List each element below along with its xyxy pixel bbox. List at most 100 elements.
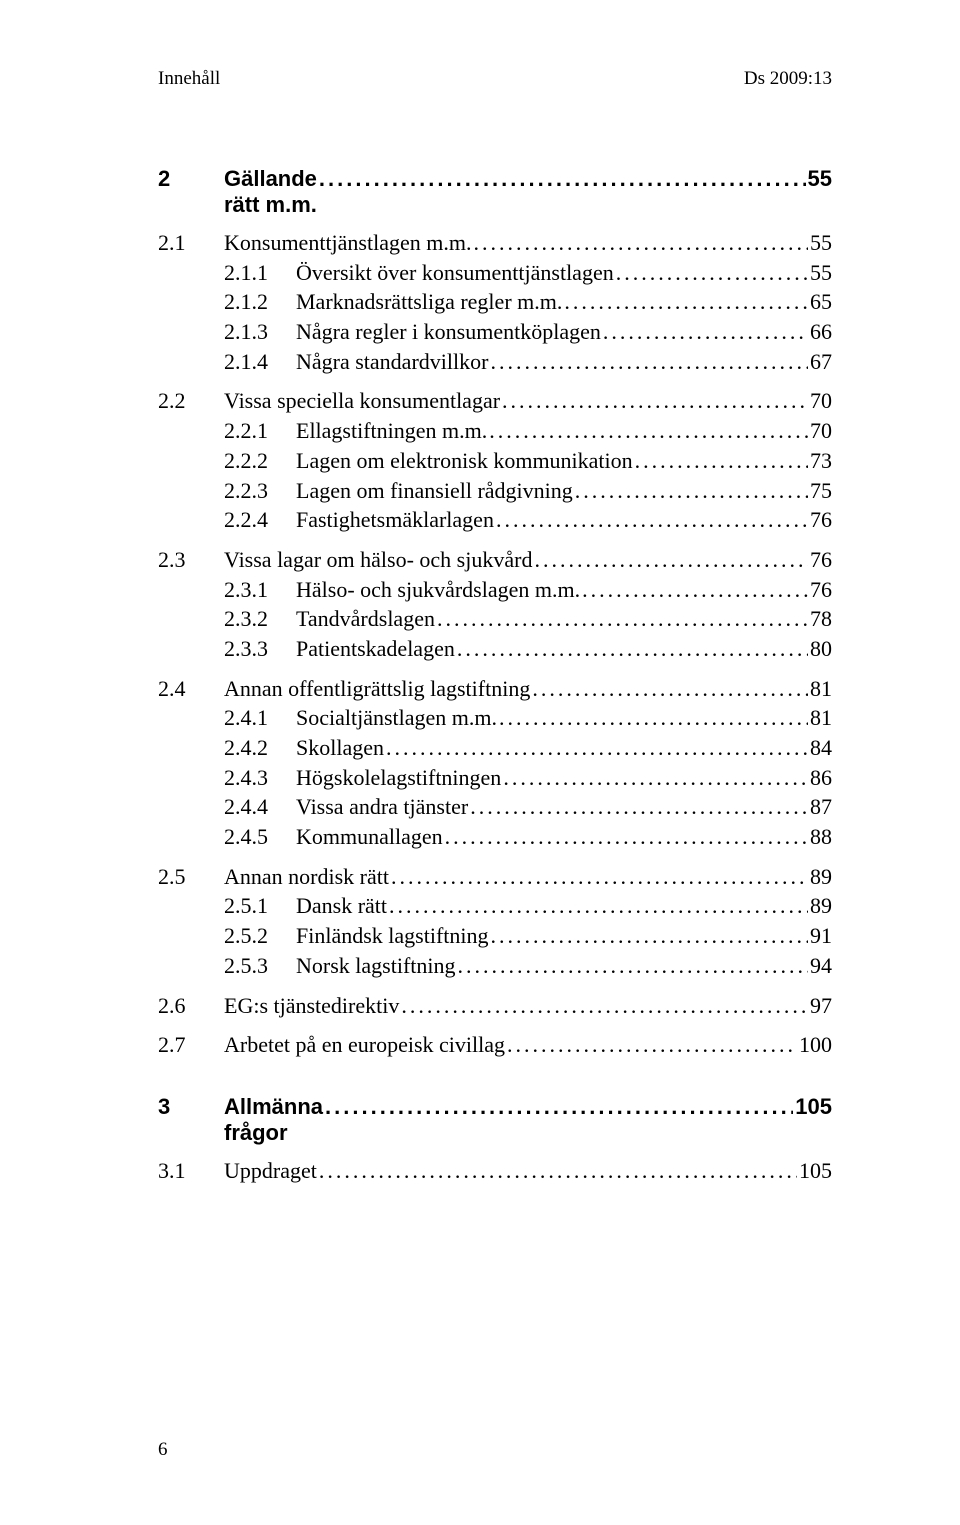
- toc-number: 2.4.1: [224, 703, 296, 733]
- toc-gap: [158, 981, 832, 991]
- toc-title: Högskolelagstiftningen: [296, 763, 501, 793]
- toc-leader: [603, 317, 808, 347]
- toc-page: 94: [810, 951, 832, 981]
- toc-section: 3.1Uppdraget105: [158, 1156, 832, 1186]
- toc-title: Marknadsrättsliga regler m.m.: [296, 287, 562, 317]
- toc-section: 2.2Vissa speciella konsumentlagar 70: [158, 386, 832, 416]
- toc-leader: [490, 347, 808, 377]
- toc-title: Gällande rätt m.m.: [224, 166, 317, 218]
- toc-gap: [158, 1020, 832, 1030]
- toc-title: Finländsk lagstiftning: [296, 921, 489, 951]
- toc-subsection: 2.4.4Vissa andra tjänster87: [158, 792, 832, 822]
- toc-leader: [534, 545, 808, 575]
- toc-page: 76: [810, 505, 832, 535]
- toc-subsection: 2.2.3Lagen om finansiell rådgivning75: [158, 476, 832, 506]
- toc-title: Lagen om elektronisk kommunikation: [296, 446, 633, 476]
- toc-section: 2.4Annan offentligrättslig lagstiftning8…: [158, 674, 832, 704]
- toc-chapter: 2Gällande rätt m.m. 55: [158, 166, 832, 218]
- toc-page: 70: [810, 386, 832, 416]
- toc-number: 2.3.2: [224, 604, 296, 634]
- toc-title: Tandvårdslagen: [296, 604, 435, 634]
- toc-leader: [496, 505, 808, 535]
- toc-subsection: 2.3.1Hälso- och sjukvårdslagen m.m.76: [158, 575, 832, 605]
- toc-gap: [158, 852, 832, 862]
- toc-title: Lagen om finansiell rådgivning: [296, 476, 573, 506]
- toc-title: Vissa andra tjänster: [296, 792, 468, 822]
- toc-leader: [401, 991, 808, 1021]
- toc-number: 2.1.3: [224, 317, 296, 347]
- toc-number: 2.6: [158, 991, 224, 1021]
- toc-page: 105: [795, 1094, 832, 1120]
- toc-leader: [635, 446, 808, 476]
- toc-subsection: 2.1.3Några regler i konsumentköplagen66: [158, 317, 832, 347]
- toc-leader: [457, 634, 808, 664]
- toc-leader: [391, 862, 808, 892]
- toc-number: 2.5.1: [224, 891, 296, 921]
- page-number: 6: [158, 1439, 168, 1461]
- toc-leader: [503, 763, 808, 793]
- toc-number: 2.1.4: [224, 347, 296, 377]
- toc-leader: [470, 792, 808, 822]
- toc-page: 88: [810, 822, 832, 852]
- toc-leader: [582, 575, 808, 605]
- toc-leader: [389, 891, 808, 921]
- toc-page: 55: [808, 166, 832, 192]
- toc-leader: [319, 166, 806, 192]
- toc-number: 3: [158, 1094, 224, 1120]
- toc-subsection: 2.3.3Patientskadelagen80: [158, 634, 832, 664]
- toc-title: Arbetet på en europeisk civillag: [224, 1030, 505, 1060]
- toc-title: Allmänna frågor: [224, 1094, 323, 1146]
- header-left: Innehåll: [158, 68, 220, 90]
- toc-page: 76: [810, 575, 832, 605]
- toc-subsection: 2.2.1Ellagstiftningen m.m.70: [158, 416, 832, 446]
- toc-page: 80: [810, 634, 832, 664]
- toc-subsection: 2.4.1Socialtjänstlagen m.m.81: [158, 703, 832, 733]
- toc-title: Hälso- och sjukvårdslagen m.m.: [296, 575, 580, 605]
- toc-leader: [437, 604, 808, 634]
- toc-leader: [325, 1094, 793, 1120]
- toc-leader: [616, 258, 808, 288]
- toc-title: Skollagen: [296, 733, 384, 763]
- toc-subsection: 2.2.2Lagen om elektronisk kommunikation7…: [158, 446, 832, 476]
- toc-title: Uppdraget: [224, 1156, 317, 1186]
- toc-subsection: 2.4.3Högskolelagstiftningen 86: [158, 763, 832, 793]
- toc-leader: [532, 674, 808, 704]
- toc-leader: [491, 921, 809, 951]
- toc-section: 2.1Konsumenttjänstlagen m.m.55: [158, 228, 832, 258]
- page-header: Innehåll Ds 2009:13: [158, 68, 832, 90]
- toc-number: 2.2.3: [224, 476, 296, 506]
- toc-chapter: 3Allmänna frågor 105: [158, 1094, 832, 1146]
- toc-number: 2.5: [158, 862, 224, 892]
- toc-subsection: 2.4.2Skollagen84: [158, 733, 832, 763]
- document-page: Innehåll Ds 2009:13 2Gällande rätt m.m. 5…: [0, 0, 960, 1525]
- table-of-contents: 2Gällande rätt m.m.552.1Konsumenttjänstl…: [158, 166, 832, 1186]
- toc-number: 2.2.4: [224, 505, 296, 535]
- toc-number: 3.1: [158, 1156, 224, 1186]
- toc-title: Vissa speciella konsumentlagar: [224, 386, 500, 416]
- toc-gap: [158, 664, 832, 674]
- toc-number: 2.2.2: [224, 446, 296, 476]
- toc-number: 2.3.3: [224, 634, 296, 664]
- toc-subsection: 2.5.3Norsk lagstiftning94: [158, 951, 832, 981]
- toc-page: 89: [810, 862, 832, 892]
- toc-leader: [507, 1030, 797, 1060]
- toc-leader: [502, 386, 808, 416]
- toc-page: 67: [810, 347, 832, 377]
- toc-title: Norsk lagstiftning: [296, 951, 456, 981]
- toc-page: 55: [810, 228, 832, 258]
- toc-gap: [158, 376, 832, 386]
- toc-leader: [564, 287, 808, 317]
- toc-number: 2.2: [158, 386, 224, 416]
- toc-page: 66: [810, 317, 832, 347]
- toc-subsection: 2.5.2Finländsk lagstiftning91: [158, 921, 832, 951]
- toc-page: 97: [810, 991, 832, 1021]
- toc-page: 81: [810, 674, 832, 704]
- toc-leader: [386, 733, 808, 763]
- toc-page: 89: [810, 891, 832, 921]
- toc-number: 2.4.3: [224, 763, 296, 793]
- toc-page: 86: [810, 763, 832, 793]
- toc-number: 2.4.4: [224, 792, 296, 822]
- toc-number: 2.7: [158, 1030, 224, 1060]
- toc-page: 70: [810, 416, 832, 446]
- toc-number: 2: [158, 166, 224, 192]
